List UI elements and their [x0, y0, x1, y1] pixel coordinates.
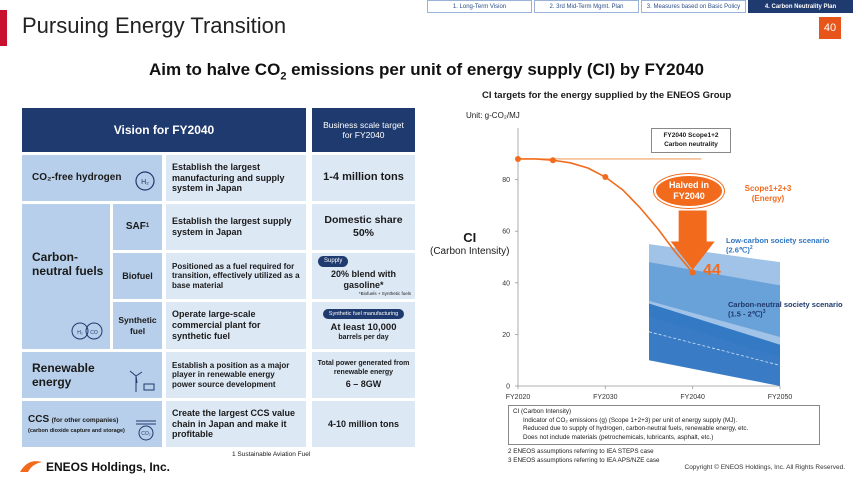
renewable-target: 6 – 8GW	[345, 378, 382, 389]
low-carbon-label: Low-carbon society scenario (2.6℃)2	[726, 236, 830, 255]
headline: Aim to halve CO2 emissions per unit of e…	[149, 60, 704, 83]
synthetic-fuel-target-cell: Synthetic fuel manufacturing At least 10…	[312, 302, 415, 349]
callout-carbon-neutral: FY2040 Scope1+2 Carbon neutrality	[651, 128, 731, 153]
value-2040-label: 44	[703, 262, 721, 279]
biofuel-target-cell: Supply 20% blend with gasoline* *Biofuel…	[312, 253, 415, 299]
callout-halved: Halved in FY2040	[654, 174, 724, 208]
chart-unit: Unit: g-CO₂/MJ	[466, 111, 520, 120]
ccs-label: CCS	[28, 413, 50, 425]
co2-storage-icon: CO₂	[136, 420, 156, 441]
svg-text:H₂: H₂	[77, 330, 83, 336]
chart-notes-box: CI (Carbon Intensity) Indicator of CO₂ e…	[508, 405, 820, 445]
svg-text:CO₂: CO₂	[141, 431, 151, 437]
title-accent-bar	[0, 10, 7, 46]
co2-recycle-icon: H₂ CO	[71, 322, 103, 340]
saf-label: SAF 1	[113, 204, 162, 250]
reduction-arrow	[670, 210, 715, 270]
renewable-label: Renewable energy	[22, 352, 162, 398]
note-line-1: CI (Carbon Intensity)	[513, 408, 572, 415]
synthetic-fuel-label: Synthetic fuel	[113, 302, 162, 349]
renewable-target-cell: Total power generated from renewable ene…	[312, 352, 415, 398]
note-line-4: Does not include materials (petrochemica…	[523, 433, 714, 441]
hydrogen-target: 1-4 million tons	[312, 155, 415, 201]
section-tabs: 1. Long-Term Vision 2. 3rd Mid-Term Mgmt…	[425, 0, 853, 13]
biofuel-target: 20% blend with gasoline*	[330, 269, 396, 290]
biofuel-label: Biofuel	[113, 253, 162, 299]
biofuel-note: *Biofuels + Synthetic fuels	[358, 290, 411, 296]
x-tick-label: FY2030	[593, 394, 618, 401]
y-tick-label: 40	[502, 280, 510, 287]
tab-basic-policy[interactable]: 3. Measures based on Basic Policy	[641, 0, 746, 13]
hydrogen-desc: Establish the largest manufacturing and …	[166, 155, 306, 201]
hydrogen-label: CO₂-free hydrogen	[22, 155, 162, 201]
carbon-neutral-band	[649, 303, 780, 386]
page-number: 40	[819, 17, 841, 39]
supply-pill: Supply	[318, 255, 349, 268]
svg-text:H₂: H₂	[141, 179, 149, 186]
low-carbon-band-inner	[649, 262, 780, 337]
synthetic-fuel-desc: Operate large-scale commercial plant for…	[166, 302, 306, 349]
biofuel-desc: Positioned as a fuel required for transi…	[166, 253, 306, 299]
ccs-desc: Create the largest CCS value chain in Ja…	[166, 401, 306, 447]
y-tick-label: 0	[506, 384, 510, 391]
wind-solar-icon	[129, 370, 155, 392]
scope123-point	[549, 157, 556, 164]
x-tick-label: FY2040	[680, 394, 705, 401]
ccs-sub2: (carbon dioxide capture and storage)	[28, 427, 125, 434]
page-title: Pursuing Energy Transition	[22, 13, 287, 38]
ccs-target: 4-10 million tons	[312, 401, 415, 447]
scope-label: Scope1+2+3 (Energy)	[744, 184, 792, 203]
eneos-logo-icon	[20, 461, 42, 472]
note-2: 2 ENEOS assumptions referring to IEA STE…	[508, 448, 654, 455]
note-line-3: Reduced due to supply of hydrogen, carbo…	[523, 425, 749, 432]
renewable-desc: Establish a position as a major player i…	[166, 352, 306, 398]
synthetic-pill: Synthetic fuel manufacturing	[322, 308, 405, 320]
renewable-target-text: Total power generated from renewable ene…	[317, 360, 410, 376]
chart-title: CI targets for the energy supplied by th…	[482, 90, 732, 101]
footnote: 1 Sustainable Aviation Fuel	[232, 451, 311, 458]
scope123-point	[689, 269, 696, 276]
synthetic-target-unit: barrels per day	[338, 333, 389, 341]
neutral-label: Carbon-neutral society scenario (1.5 - 2…	[728, 300, 843, 319]
carbon-neutral-midline	[648, 331, 781, 366]
target-header: Business scale target for FY2040	[312, 108, 415, 152]
note-3: 3 ENEOS assumptions referring to IEA APS…	[508, 456, 660, 464]
note-line-2: Indicator of CO₂ emissions (g) (Scope 1+…	[523, 416, 738, 424]
tab-carbon-neutrality[interactable]: 4. Carbon Neutrality Plan	[748, 0, 853, 13]
x-tick-label: FY2020	[506, 394, 531, 401]
ci-axis-label: CI (Carbon Intensity)	[430, 230, 510, 257]
x-tick-label: FY2050	[768, 394, 793, 401]
ccs-sub1: (for other companies)	[51, 416, 119, 424]
vision-header: Vision for FY2040	[22, 108, 306, 152]
carbon-neutral-fuels-label: Carbon-neutral fuels	[22, 204, 110, 349]
y-tick-label: 80	[502, 177, 510, 184]
hydrogen-icon: H₂	[135, 171, 155, 191]
scope123-point	[515, 155, 521, 162]
svg-text:CO: CO	[90, 330, 98, 336]
saf-desc: Establish the largest supply system in J…	[166, 204, 306, 250]
y-tick-label: 20	[502, 332, 510, 339]
company-logo-text: ENEOS Holdings, Inc.	[46, 460, 171, 474]
chart-notes-footer: 2 ENEOS assumptions referring to IEA STE…	[508, 448, 660, 465]
synthetic-target: At least 10,000	[330, 322, 397, 334]
saf-target: Domestic share 50%	[312, 204, 415, 250]
y-tick-label: 60	[502, 229, 510, 236]
scope123-point	[602, 174, 609, 181]
tab-long-term-vision[interactable]: 1. Long-Term Vision	[427, 0, 532, 13]
ci-chart: 0 20 40 60 80 FY2020 FY2030 FY2040 FY2050	[502, 128, 793, 401]
copyright: Copyright © ENEOS Holdings, Inc. All Rig…	[684, 464, 846, 471]
tab-mid-term-plan[interactable]: 2. 3rd Mid-Term Mgmt. Plan	[534, 0, 639, 13]
